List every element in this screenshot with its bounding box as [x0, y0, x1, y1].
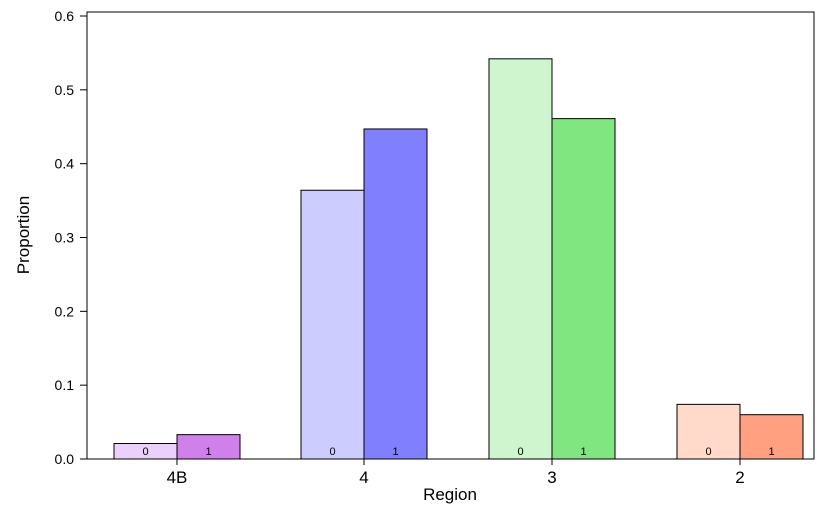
- x-axis-title: Region: [423, 485, 477, 504]
- bar-4-0: [300, 189, 365, 460]
- y-tick-label: 0.3: [55, 230, 75, 246]
- bar-label: 0: [142, 446, 148, 458]
- bar-label: 1: [580, 446, 586, 458]
- y-tick-label: 0.4: [55, 156, 75, 172]
- x-tick-label: 4B: [167, 468, 188, 487]
- bar-3-1: [551, 118, 616, 460]
- y-axis: 0.0 0.1 0.2 0.3 0.4 0.5 0.6: [55, 8, 87, 467]
- y-tick-label: 0.1: [55, 377, 75, 393]
- bar-2-0: [676, 403, 741, 460]
- x-tick-label: 3: [547, 468, 556, 487]
- y-tick-label: 0.2: [55, 303, 75, 319]
- bar-2-1: [739, 414, 804, 460]
- y-tick-label: 0.5: [55, 82, 75, 98]
- bar-4-1: [363, 128, 428, 460]
- y-tick-label: 0.0: [55, 451, 75, 467]
- bars-layer: 0 1 0 1 0 1 0 1: [113, 58, 804, 460]
- bar-label: 0: [517, 446, 523, 458]
- bar-label: 1: [768, 446, 774, 458]
- bar-label: 1: [392, 446, 398, 458]
- plot-frame: [86, 11, 815, 460]
- x-tick-label: 4: [359, 468, 368, 487]
- x-tick-label: 2: [735, 468, 744, 487]
- y-axis-title: Proportion: [14, 196, 33, 274]
- bar-label: 0: [329, 446, 335, 458]
- bar-label: 1: [205, 446, 211, 458]
- bar-label: 0: [705, 446, 711, 458]
- bar-4B-1: [176, 434, 241, 460]
- x-axis: 4B 4 3 2: [167, 459, 745, 487]
- bar-3-0: [488, 58, 553, 460]
- y-tick-label: 0.6: [55, 8, 75, 24]
- axes-layer: [86, 11, 815, 460]
